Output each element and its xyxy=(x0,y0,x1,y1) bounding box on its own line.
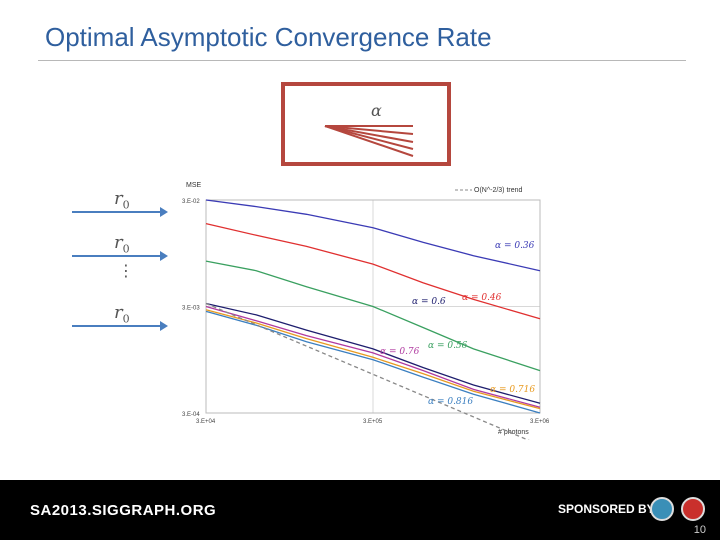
legend-entry-0: O(N^-2/3) trend xyxy=(474,187,523,194)
series-line-4 xyxy=(205,305,541,408)
series-label-3: α = 0.6 xyxy=(412,297,446,307)
series-line-0 xyxy=(205,199,541,272)
mse-convergence-chart: 3.E-02 3.E-03 3.E-043.E+04 3.E+05 3.E+06 MSE #… xyxy=(182,182,550,440)
vertical-ellipsis: ⋮ xyxy=(118,261,134,280)
series-label-1: α = 0.46 xyxy=(462,293,502,303)
x-tick-label-2: 3.E+06 xyxy=(530,419,550,425)
r0-arrow-2 xyxy=(72,251,168,261)
alpha-arrow-3 xyxy=(324,125,414,143)
series-label-6: α = 0.816 xyxy=(428,397,473,407)
y-tick-label-0: 3.E-02 xyxy=(182,199,200,205)
page-number: 10 xyxy=(693,524,706,536)
x-axis-label: # photons xyxy=(498,429,529,436)
r0-label-3: r0 xyxy=(114,302,130,326)
series-label-5: α = 0.716 xyxy=(490,385,535,395)
series-line-3 xyxy=(205,302,541,404)
alpha-arrows-diagram: α xyxy=(324,101,414,157)
x-tick-label-0: 3.E+04 xyxy=(196,419,216,425)
title-divider xyxy=(38,60,686,61)
footer-site-url: SA2013.SIGGRAPH.ORG xyxy=(30,502,217,519)
sponsor-logo-icon xyxy=(681,497,705,521)
series-line-6 xyxy=(205,310,541,414)
series-label-2: α = 0.56 xyxy=(428,341,468,351)
series-label-4: α = 0.76 xyxy=(380,347,420,357)
y-axis-label: MSE xyxy=(186,182,202,189)
r0-arrow-3 xyxy=(72,321,168,331)
alpha-symbol: α xyxy=(371,101,382,120)
slide-title: Optimal Asymptotic Convergence Rate xyxy=(45,22,492,52)
r0-label-2: r0 xyxy=(114,232,130,256)
footer-bar: SA2013.SIGGRAPH.ORG SPONSORED BY 10 xyxy=(0,480,720,540)
r0-label-1: r0 xyxy=(114,188,130,212)
footer-sponsored-label: SPONSORED BY xyxy=(558,502,655,516)
alpha-arrow-5 xyxy=(324,125,414,157)
series-line-5 xyxy=(205,309,541,410)
series-line-1 xyxy=(205,222,541,320)
y-tick-label-1: 3.E-03 xyxy=(182,306,200,312)
r0-arrow-1 xyxy=(72,207,168,217)
series-line-7 xyxy=(205,302,530,440)
series-label-0: α = 0.36 xyxy=(495,241,535,251)
x-tick-label-1: 3.E+05 xyxy=(363,419,383,425)
alpha-arrow-4 xyxy=(324,125,414,150)
acm-siggraph-logo-icon xyxy=(650,497,674,521)
series-line-2 xyxy=(205,260,541,372)
alpha-diagram-box: α xyxy=(281,82,451,166)
y-tick-label-2: 3.E-04 xyxy=(182,412,200,418)
alpha-arrow-2 xyxy=(324,125,414,135)
